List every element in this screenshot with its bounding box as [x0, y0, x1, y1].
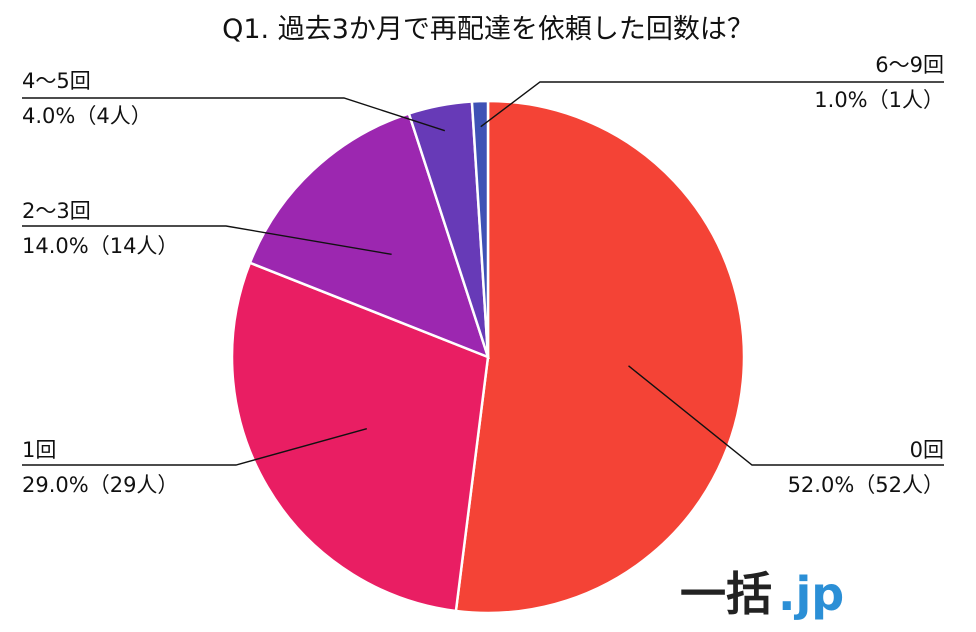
leader-line-2: [22, 225, 392, 256]
chart-title: Q1. 過去3か月で再配達を依頼した回数は？: [222, 14, 754, 45]
brand-logo: 一括 .jp: [680, 567, 844, 621]
slice-label-category-0: 0回: [910, 438, 944, 462]
brand-logo-suffix: .jp: [778, 567, 844, 621]
slice-label-value-3: 4.0%（4人）: [22, 104, 152, 128]
pie-slice-0: [454, 99, 746, 615]
pie-slice-4: [470, 99, 490, 358]
slice-label-category-4: 6〜9回: [875, 53, 944, 77]
slice-label-category-1: 1回: [22, 438, 56, 462]
leader-line-3: [22, 97, 446, 132]
slice-label-category-3: 4〜5回: [22, 69, 91, 93]
leader-line-0: [628, 365, 944, 466]
slice-label-value-0: 52.0%（52人）: [788, 473, 944, 497]
slice-label-value-4: 1.0%（1人）: [814, 88, 944, 112]
brand-logo-text: 一括: [680, 567, 772, 621]
leader-line-4: [480, 81, 944, 128]
leader-lines: [22, 81, 944, 466]
pie-slices: [230, 99, 746, 615]
slice-label-value-2: 14.0%（14人）: [22, 234, 178, 258]
slice-label-value-1: 29.0%（29人）: [22, 473, 178, 497]
pie-slice-1: [230, 261, 490, 613]
slice-label-category-2: 2〜3回: [22, 199, 91, 223]
leader-line-1: [22, 427, 367, 466]
